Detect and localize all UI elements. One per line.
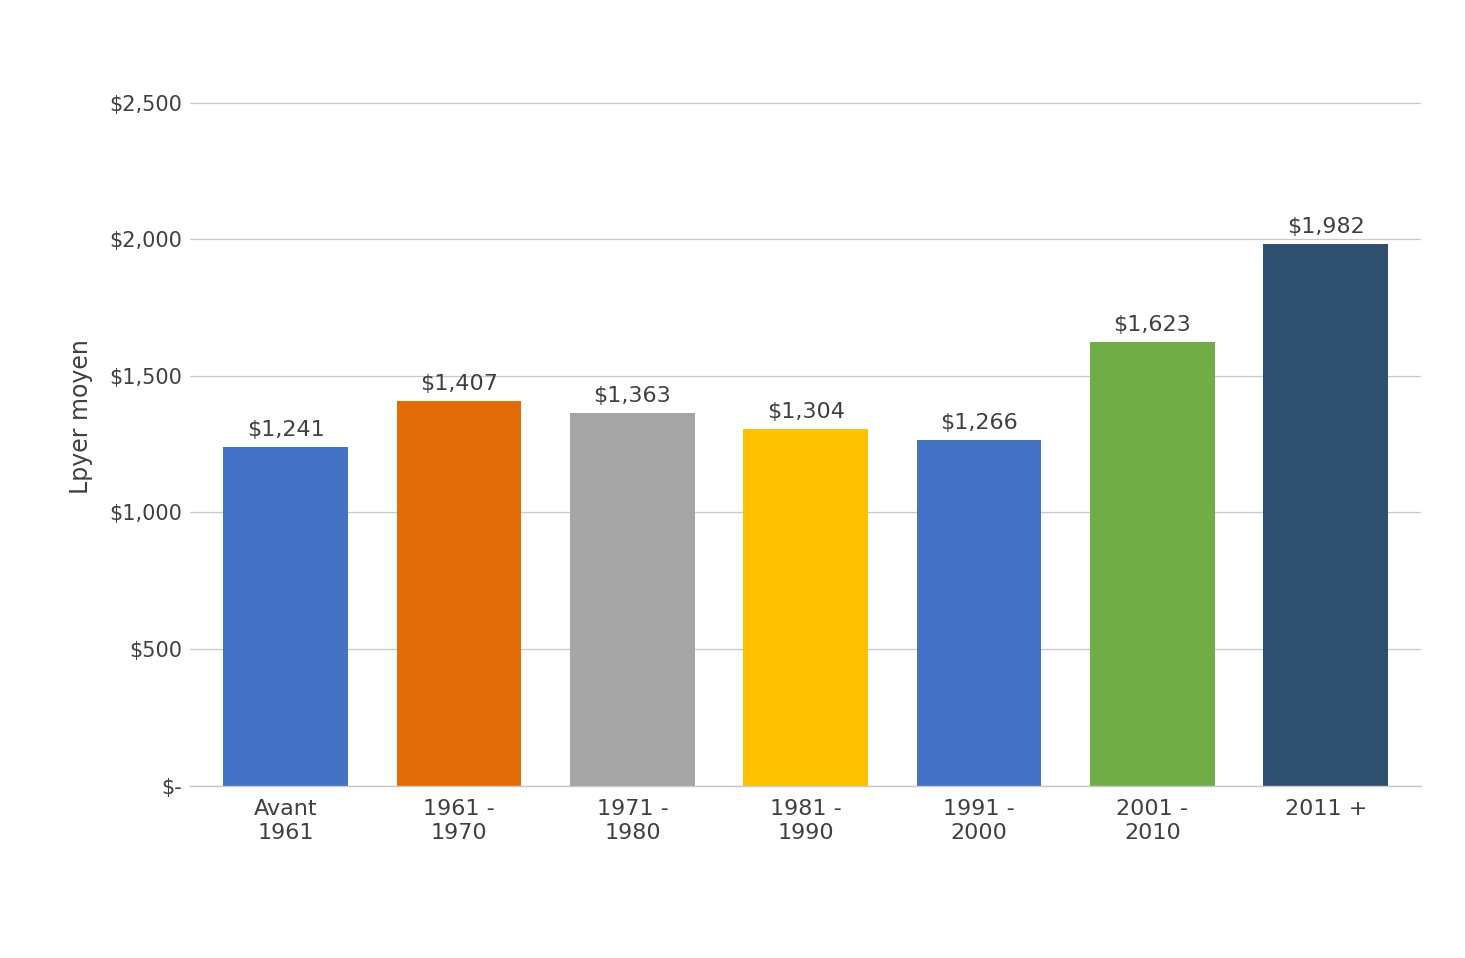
Text: $1,363: $1,363 [593,386,671,406]
Text: $1,266: $1,266 [941,413,1018,433]
Bar [397,401,522,786]
Text: $1,304: $1,304 [766,402,845,422]
Bar [570,413,694,786]
Text: $1,982: $1,982 [1286,217,1364,238]
Bar [743,429,869,786]
Text: $1,241: $1,241 [248,420,325,440]
Bar [917,440,1042,786]
Bar [1263,244,1389,786]
Text: $1,623: $1,623 [1113,315,1191,335]
Bar [1090,342,1214,786]
Bar [223,446,349,786]
Y-axis label: Lpyer moyen: Lpyer moyen [69,339,92,494]
Text: $1,407: $1,407 [420,375,498,395]
